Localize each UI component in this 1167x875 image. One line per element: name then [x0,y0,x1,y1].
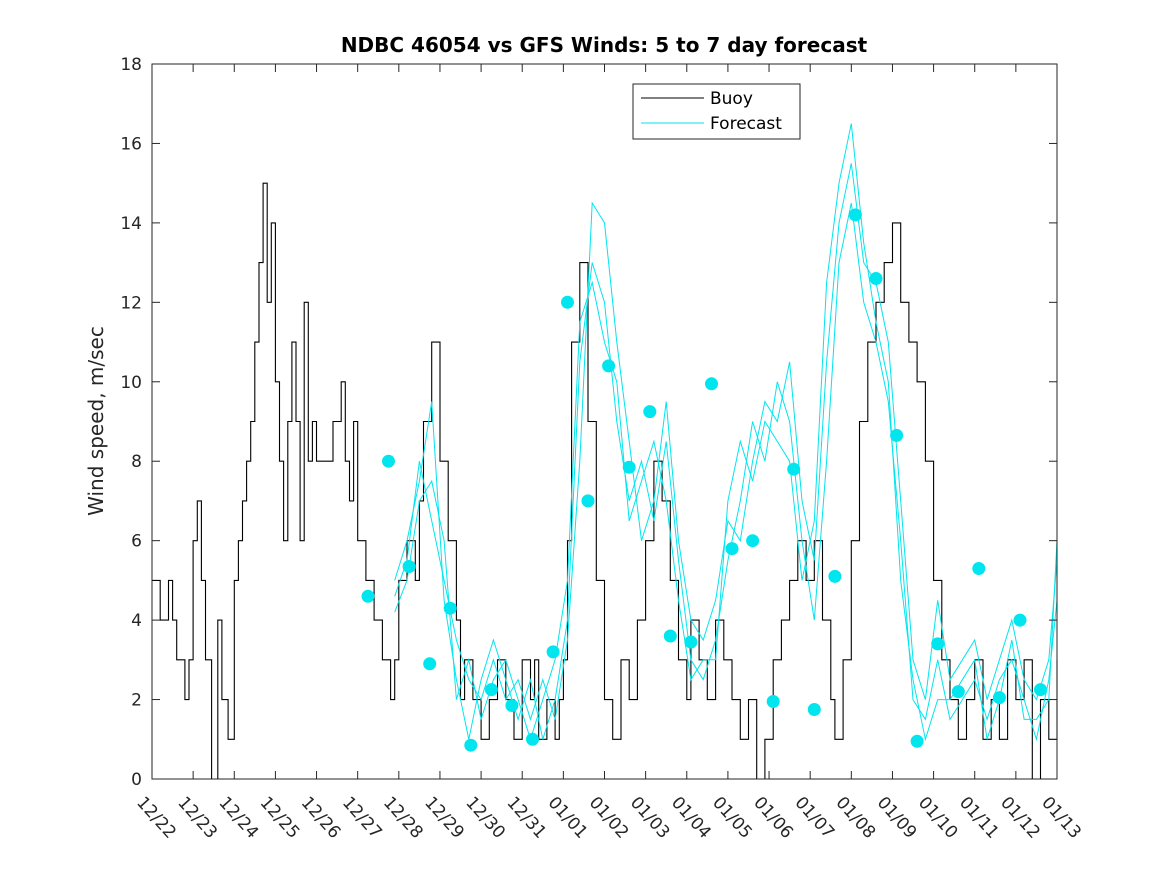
y-tick-label: 14 [120,214,142,234]
y-tick-label: 4 [131,611,142,631]
y-tick-label: 10 [120,373,142,393]
forecast-marker-point [972,562,986,575]
series-layer [152,123,1058,780]
chart-title: NDBC 46054 vs GFS Winds: 5 to 7 day fore… [341,33,868,57]
y-tick-label: 12 [120,293,142,313]
forecast-marker-point [828,569,842,583]
legend: Buoy Forecast [632,83,801,140]
forecast-marker-point [1013,613,1027,627]
forecast-marker-point [464,738,478,752]
forecast-marker-point [951,685,965,699]
forecast-marker-point [869,272,883,285]
forecast-marker-point [382,454,395,468]
forecast-marker-point [526,732,539,746]
y-tick-label: 2 [131,691,142,711]
forecast-marker-point [423,657,437,671]
y-tick-label: 6 [131,532,142,552]
forecast-marker-point [807,703,821,716]
marker-layer [361,208,1047,752]
forecast-marker-point [663,629,677,643]
forecast-marker-point [561,295,574,309]
series-forecast-b-line [394,202,1058,742]
legend-box [632,83,801,140]
forecast-marker-point [910,734,924,748]
forecast-marker-point [602,359,616,373]
y-tick-label: 8 [131,452,142,472]
forecast-marker-point [766,695,780,708]
y-tick-label: 16 [120,134,142,154]
forecast-marker-point [505,699,519,712]
forecast-marker-point [746,534,760,548]
forecast-marker-point [890,428,904,442]
y-tick-label: 18 [120,55,142,75]
forecast-marker-point [622,460,636,474]
series-forecast-a-line [394,163,1058,722]
forecast-marker-point [1034,683,1047,697]
forecast-marker-point [725,542,739,556]
forecast-marker-point [684,635,698,649]
forecast-marker-point [931,637,945,651]
forecast-marker-point [643,405,657,419]
legend-buoy-label: Buoy [710,89,753,109]
legend-forecast-label: Forecast [710,114,782,134]
forecast-marker-point [705,377,718,391]
forecast-marker-point [402,560,416,573]
forecast-marker-point [787,462,801,476]
forecast-marker-point [992,691,1006,705]
series-forecast-c-line [394,123,1058,742]
forecast-marker-point [443,601,457,615]
forecast-marker-point [484,683,498,697]
y-axis-label: Wind speed, m/sec [84,326,108,516]
y-tick-label: 0 [131,770,142,790]
forecast-marker-point [581,494,595,508]
forecast-marker-point [848,208,862,222]
forecast-marker-point [546,645,560,659]
forecast-marker-point [361,589,375,603]
